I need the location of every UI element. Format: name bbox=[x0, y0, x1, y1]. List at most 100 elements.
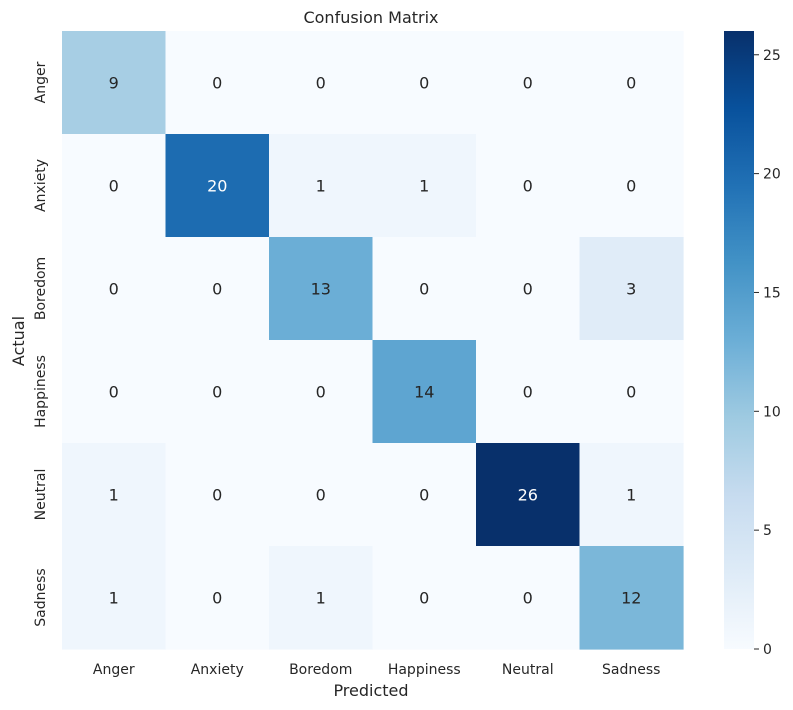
cell-value-label: 0 bbox=[419, 280, 429, 299]
heatmap-cell bbox=[579, 237, 684, 341]
heatmap-cell bbox=[372, 134, 477, 238]
cell-value-label: 20 bbox=[207, 177, 227, 196]
cell-value-label: 0 bbox=[316, 74, 326, 93]
colorbar: 0 5 10 15 20 25 bbox=[724, 31, 781, 658]
cell-value-label: 0 bbox=[109, 280, 119, 299]
cell-value-label: 0 bbox=[316, 486, 326, 505]
heatmap-cell bbox=[579, 340, 684, 444]
x-axis-label: Predicted bbox=[333, 681, 408, 700]
colorbar-tick-label: 5 bbox=[763, 523, 772, 539]
heatmap-cell bbox=[476, 237, 581, 341]
heatmap-annotations: 9 0 0 0 0 0 0 20 1 1 0 0 0 0 13 0 0 3 0 0 0 14 0 0 1 0 0 0 26 1 1 0 1 0 0 1… bbox=[109, 74, 642, 608]
heatmap-cell bbox=[579, 134, 684, 238]
heatmap-cell bbox=[372, 340, 477, 444]
heatmap-cell bbox=[269, 31, 374, 135]
cell-value-label: 0 bbox=[523, 280, 533, 299]
cell-value-label: 0 bbox=[109, 383, 119, 402]
cell-value-label: 13 bbox=[311, 280, 331, 299]
heatmap-cell bbox=[579, 31, 684, 135]
heatmap-cell bbox=[476, 546, 581, 650]
heatmap-cell bbox=[62, 31, 167, 135]
cell-value-label: 0 bbox=[626, 383, 636, 402]
cell-value-label: 0 bbox=[419, 74, 429, 93]
heatmap-cell bbox=[269, 443, 374, 547]
heatmap-cell bbox=[372, 31, 477, 135]
colorbar-tick-label: 0 bbox=[763, 642, 772, 658]
cell-value-label: 1 bbox=[626, 486, 636, 505]
colorbar-tick-label: 10 bbox=[763, 404, 781, 420]
cell-value-label: 14 bbox=[414, 383, 434, 402]
heatmap-cell bbox=[269, 340, 374, 444]
x-tick-label: Neutral bbox=[502, 662, 554, 678]
heatmap-cell bbox=[62, 546, 167, 650]
heatmap-cell bbox=[62, 134, 167, 238]
heatmap-cell bbox=[269, 134, 374, 238]
cell-value-label: 9 bbox=[109, 74, 119, 93]
heatmap-cell bbox=[476, 443, 581, 547]
cell-value-label: 0 bbox=[419, 589, 429, 608]
heatmap-cell bbox=[476, 31, 581, 135]
cell-value-label: 0 bbox=[523, 589, 533, 608]
cell-value-label: 0 bbox=[212, 486, 222, 505]
cell-value-label: 12 bbox=[621, 589, 641, 608]
heatmap-cell bbox=[372, 546, 477, 650]
cell-value-label: 0 bbox=[212, 383, 222, 402]
colorbar-tick-label: 25 bbox=[763, 48, 781, 64]
cell-value-label: 0 bbox=[523, 383, 533, 402]
cell-value-label: 1 bbox=[316, 177, 326, 196]
cell-value-label: 26 bbox=[518, 486, 538, 505]
y-tick-label: Anger bbox=[33, 61, 49, 103]
heatmap-cell bbox=[62, 237, 167, 341]
heatmap-cell bbox=[476, 340, 581, 444]
heatmap-cell bbox=[165, 31, 270, 135]
x-tick-label: Anxiety bbox=[191, 662, 244, 678]
heatmap-cell bbox=[579, 546, 684, 650]
heatmap-cell bbox=[165, 340, 270, 444]
colorbar-scale bbox=[724, 31, 754, 649]
x-tick-label: Happiness bbox=[388, 662, 461, 678]
y-tick-label: Neutral bbox=[33, 469, 49, 521]
cell-value-label: 0 bbox=[109, 177, 119, 196]
cell-value-label: 0 bbox=[212, 74, 222, 93]
cell-value-label: 0 bbox=[523, 177, 533, 196]
cell-value-label: 0 bbox=[626, 74, 636, 93]
heatmap-cell bbox=[269, 546, 374, 650]
cell-value-label: 0 bbox=[523, 74, 533, 93]
colorbar-tick-label: 15 bbox=[763, 285, 781, 301]
y-axis-label: Actual bbox=[9, 316, 28, 366]
cell-value-label: 1 bbox=[316, 589, 326, 608]
x-tick-label: Anger bbox=[93, 662, 135, 678]
heatmap-cell bbox=[165, 237, 270, 341]
heatmap-cell bbox=[269, 237, 374, 341]
y-tick-label: Happiness bbox=[33, 355, 49, 428]
heatmap-cell bbox=[372, 443, 477, 547]
heatmap-cell bbox=[476, 134, 581, 238]
y-axis-ticks: Anger Anxiety Boredom Happiness Neutral Sadne… bbox=[33, 61, 49, 626]
heatmap-cell bbox=[165, 134, 270, 238]
heatmap-cells bbox=[62, 31, 684, 650]
x-axis-ticks: Anger Anxiety Boredom Happiness Neutral Sadne… bbox=[93, 662, 661, 678]
heatmap-cell bbox=[62, 340, 167, 444]
heatmap-cell bbox=[165, 546, 270, 650]
y-tick-label: Sadness bbox=[33, 568, 49, 626]
cell-value-label: 0 bbox=[626, 177, 636, 196]
cell-value-label: 1 bbox=[109, 589, 119, 608]
heatmap-cell bbox=[579, 443, 684, 547]
cell-value-label: 0 bbox=[212, 280, 222, 299]
cell-value-label: 3 bbox=[626, 280, 636, 299]
heatmap-cell bbox=[62, 443, 167, 547]
y-tick-label: Anxiety bbox=[33, 159, 49, 212]
cell-value-label: 1 bbox=[109, 486, 119, 505]
cell-value-label: 0 bbox=[316, 383, 326, 402]
y-tick-label: Boredom bbox=[33, 257, 49, 320]
x-tick-label: Boredom bbox=[289, 662, 352, 678]
cell-value-label: 0 bbox=[419, 486, 429, 505]
chart-title: Confusion Matrix bbox=[303, 8, 438, 27]
colorbar-tick-label: 20 bbox=[763, 167, 781, 183]
x-tick-label: Sadness bbox=[602, 662, 660, 678]
cell-value-label: 0 bbox=[212, 589, 222, 608]
cell-value-label: 1 bbox=[419, 177, 429, 196]
heatmap-cell bbox=[372, 237, 477, 341]
heatmap-cell bbox=[165, 443, 270, 547]
